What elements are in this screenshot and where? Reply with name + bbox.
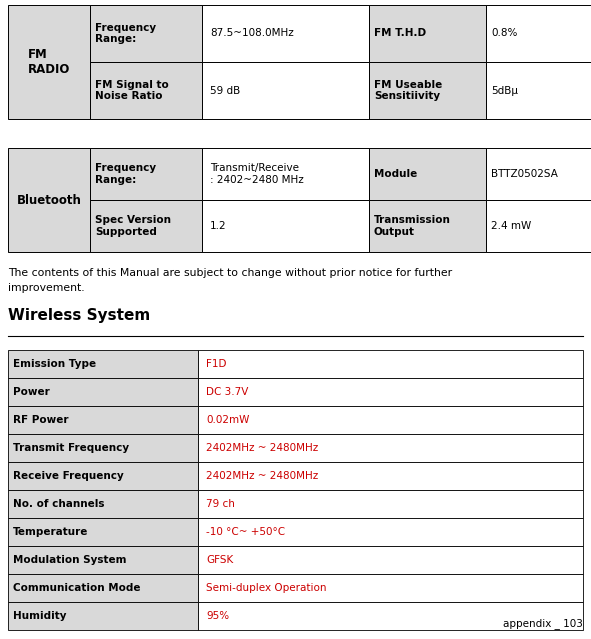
Text: 5dBμ: 5dBμ bbox=[491, 86, 518, 95]
Bar bbox=[8, 5, 90, 119]
Text: Communication Mode: Communication Mode bbox=[13, 583, 141, 593]
Bar bbox=[8, 518, 198, 546]
Text: DC 3.7V: DC 3.7V bbox=[206, 387, 248, 397]
Bar bbox=[369, 148, 486, 200]
Bar bbox=[369, 5, 486, 62]
Text: Power: Power bbox=[13, 387, 50, 397]
Bar bbox=[198, 406, 583, 434]
Text: Transmission
Output: Transmission Output bbox=[374, 215, 451, 237]
Text: Emission Type: Emission Type bbox=[13, 359, 96, 369]
Text: 79 ch: 79 ch bbox=[206, 499, 235, 509]
Bar bbox=[198, 462, 583, 490]
Text: RF Power: RF Power bbox=[13, 415, 69, 425]
Text: FM Useable
Sensitiivity: FM Useable Sensitiivity bbox=[374, 80, 442, 102]
Text: Frequency
Range:: Frequency Range: bbox=[95, 163, 156, 185]
Bar bbox=[198, 574, 583, 602]
Bar bbox=[202, 62, 369, 119]
Bar bbox=[198, 546, 583, 574]
Text: Temperature: Temperature bbox=[13, 527, 89, 537]
Text: Transmit/Receive
: 2402~2480 MHz: Transmit/Receive : 2402~2480 MHz bbox=[210, 163, 304, 185]
Bar bbox=[8, 406, 198, 434]
Text: Bluetooth: Bluetooth bbox=[17, 194, 82, 206]
Bar bbox=[8, 434, 198, 462]
Bar bbox=[198, 350, 583, 378]
Text: 2402MHz ~ 2480MHz: 2402MHz ~ 2480MHz bbox=[206, 443, 318, 453]
Text: 0.8%: 0.8% bbox=[491, 29, 517, 38]
Text: Modulation System: Modulation System bbox=[13, 555, 126, 565]
Bar bbox=[90, 148, 202, 200]
Text: Semi-duplex Operation: Semi-duplex Operation bbox=[206, 583, 326, 593]
Bar bbox=[8, 490, 198, 518]
Text: Receive Frequency: Receive Frequency bbox=[13, 471, 124, 481]
Text: FM Signal to
Noise Ratio: FM Signal to Noise Ratio bbox=[95, 80, 169, 102]
Text: -10 °C~ +50°C: -10 °C~ +50°C bbox=[206, 527, 285, 537]
Text: 0.02mW: 0.02mW bbox=[206, 415, 249, 425]
Text: 2.4 mW: 2.4 mW bbox=[491, 221, 531, 231]
Text: Transmit Frequency: Transmit Frequency bbox=[13, 443, 129, 453]
Bar bbox=[90, 200, 202, 252]
Text: 95%: 95% bbox=[206, 611, 229, 621]
Bar bbox=[8, 378, 198, 406]
Text: 2402MHz ~ 2480MHz: 2402MHz ~ 2480MHz bbox=[206, 471, 318, 481]
Text: GFSK: GFSK bbox=[206, 555, 233, 565]
Text: appendix _ 103: appendix _ 103 bbox=[503, 618, 583, 629]
Text: The contents of this Manual are subject to change without prior notice for furth: The contents of this Manual are subject … bbox=[8, 268, 452, 293]
Text: 59 dB: 59 dB bbox=[210, 86, 241, 95]
Bar bbox=[198, 490, 583, 518]
Bar bbox=[198, 378, 583, 406]
Bar bbox=[202, 148, 369, 200]
Bar bbox=[202, 200, 369, 252]
Bar bbox=[486, 148, 591, 200]
Bar bbox=[486, 200, 591, 252]
Text: Module: Module bbox=[374, 169, 417, 179]
Bar bbox=[198, 434, 583, 462]
Bar bbox=[8, 350, 198, 378]
Bar bbox=[369, 62, 486, 119]
Bar bbox=[486, 62, 591, 119]
Text: BTTZ0502SA: BTTZ0502SA bbox=[491, 169, 558, 179]
Bar bbox=[8, 546, 198, 574]
Bar bbox=[8, 462, 198, 490]
Text: Wireless System: Wireless System bbox=[8, 308, 150, 323]
Bar bbox=[486, 5, 591, 62]
Bar bbox=[8, 574, 198, 602]
Text: 1.2: 1.2 bbox=[210, 221, 226, 231]
Bar bbox=[90, 62, 202, 119]
Text: FM T.H.D: FM T.H.D bbox=[374, 29, 426, 38]
Bar bbox=[90, 5, 202, 62]
Text: No. of channels: No. of channels bbox=[13, 499, 105, 509]
Bar bbox=[8, 602, 198, 630]
Bar bbox=[8, 148, 90, 252]
Text: Spec Version
Supported: Spec Version Supported bbox=[95, 215, 171, 237]
Bar bbox=[198, 602, 583, 630]
Bar bbox=[202, 5, 369, 62]
Text: Humidity: Humidity bbox=[13, 611, 67, 621]
Text: Frequency
Range:: Frequency Range: bbox=[95, 23, 156, 44]
Bar bbox=[198, 518, 583, 546]
Text: FM
RADIO: FM RADIO bbox=[28, 48, 70, 76]
Text: 87.5~108.0MHz: 87.5~108.0MHz bbox=[210, 29, 294, 38]
Text: F1D: F1D bbox=[206, 359, 226, 369]
Bar bbox=[369, 200, 486, 252]
